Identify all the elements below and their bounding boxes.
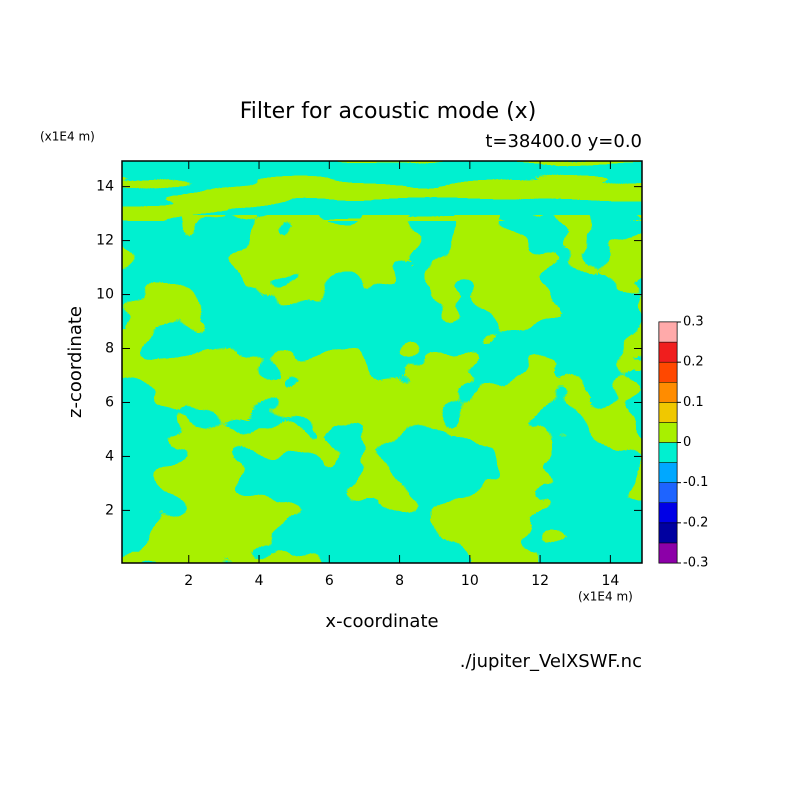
colorbar-tick-label: 0 — [683, 435, 691, 450]
field-region — [122, 215, 642, 563]
colorbar-box — [658, 361, 678, 383]
y-axis-label: z-coordinate — [65, 306, 86, 418]
x-axis-label: x-coordinate — [325, 611, 438, 632]
colorbar-tick-label: -0.3 — [683, 556, 708, 571]
colorbar-box — [658, 402, 678, 423]
y-tick-label: 8 — [105, 341, 114, 357]
y-unit: (x1E4 m) — [40, 130, 95, 144]
y-tick-label: 6 — [105, 394, 114, 410]
source-label: ./jupiter_VelXSWF.nc — [460, 651, 642, 672]
colorbar-box — [658, 482, 678, 503]
colorbar-box — [658, 442, 678, 463]
colorbar-box — [658, 502, 678, 524]
chart-title: Filter for acoustic mode (x) — [240, 99, 537, 124]
y-tick-label: 4 — [105, 448, 114, 464]
x-tick-label: 8 — [395, 573, 404, 589]
colorbar-tick-label: 0.3 — [683, 315, 704, 330]
colorbar-tick-label: 0.1 — [683, 395, 704, 410]
x-tick-label: 4 — [255, 573, 264, 589]
x-tick-label: 6 — [325, 573, 334, 589]
colorbar-box — [658, 422, 678, 443]
y-tick-label: 12 — [96, 233, 114, 249]
plot-frame — [121, 160, 643, 564]
x-tick-label: 12 — [531, 573, 549, 589]
x-unit: (x1E4 m) — [578, 590, 633, 604]
colorbar-tick-label: 0.2 — [683, 355, 704, 370]
colorbar-box — [658, 462, 678, 483]
y-tick-label: 14 — [96, 179, 114, 195]
colorbar-tick-label: -0.2 — [683, 515, 708, 530]
colorbar-box — [658, 522, 678, 544]
chart-subtitle: t=38400.0 y=0.0 — [485, 131, 642, 152]
colorbar-box — [658, 542, 678, 564]
colorbar-box — [658, 382, 678, 403]
field-region — [122, 161, 642, 221]
x-tick-label: 2 — [184, 573, 193, 589]
colorbar-box — [658, 321, 678, 343]
colorbar-box — [658, 341, 678, 363]
colorbar-tick-label: -0.1 — [683, 475, 708, 490]
y-tick-label: 10 — [96, 287, 114, 303]
x-tick-label: 14 — [601, 573, 619, 589]
contour-field — [122, 161, 642, 563]
x-tick-label: 10 — [461, 573, 479, 589]
y-tick-label: 2 — [105, 502, 114, 518]
